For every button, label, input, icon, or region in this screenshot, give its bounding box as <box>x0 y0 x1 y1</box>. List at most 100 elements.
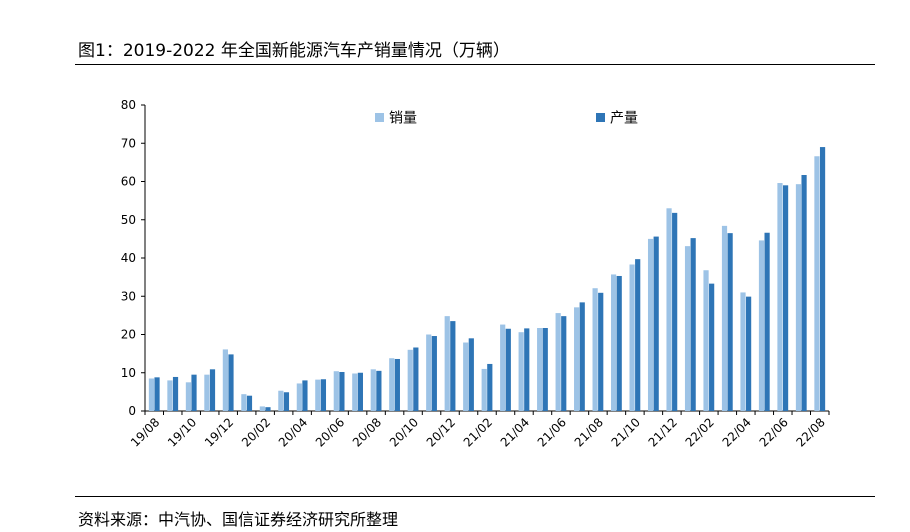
bar-production-20-03 <box>283 392 290 411</box>
bar-production-22-01 <box>690 238 696 411</box>
bar-sales-22-08 <box>814 156 820 411</box>
bar-sales-20-12 <box>444 316 450 411</box>
x-tick-label: 19/10 <box>165 415 199 449</box>
bar-production-21-01 <box>468 338 474 411</box>
bar-production-21-07 <box>579 302 585 411</box>
bar-sales-19-08 <box>148 378 155 411</box>
x-tick-label: 20/12 <box>424 415 458 449</box>
bar-production-22-03 <box>727 233 733 411</box>
bar-sales-21-06 <box>555 313 561 411</box>
bar-sales-21-02 <box>481 368 487 411</box>
bar-sales-21-12 <box>666 208 672 411</box>
x-tick-label: 22/02 <box>683 415 717 449</box>
bar-production-20-07 <box>357 372 363 411</box>
bar-production-21-05 <box>542 328 548 411</box>
x-tick-label: 20/04 <box>276 415 310 449</box>
bar-sales-22-02 <box>703 270 709 411</box>
bar-production-21-11 <box>653 236 659 411</box>
bar-sales-20-02 <box>259 406 265 411</box>
bar-production-20-08 <box>376 370 382 411</box>
bar-production-22-07 <box>801 175 807 411</box>
bar-production-21-10 <box>635 259 641 411</box>
bar-sales-20-08 <box>370 369 376 411</box>
bar-sales-20-04 <box>296 383 302 411</box>
bar-sales-21-11 <box>647 238 654 412</box>
legend-label-production: 产量 <box>610 111 638 127</box>
legend-swatch-production <box>596 113 605 122</box>
x-tick-label: 22/08 <box>794 415 828 449</box>
bar-production-20-05 <box>320 379 327 411</box>
x-tick-label: 21/06 <box>535 415 569 449</box>
x-tick-label: 21/08 <box>572 415 606 449</box>
bar-production-22-08 <box>819 147 826 411</box>
bar-production-20-04 <box>302 380 308 411</box>
x-tick-label: 21/04 <box>498 415 532 449</box>
bar-production-20-09 <box>394 358 400 411</box>
x-tick-label: 19/12 <box>202 415 236 449</box>
x-tick-label: 21/12 <box>646 415 680 449</box>
bar-production-20-06 <box>339 371 345 411</box>
figure-title: 图1：2019-2022 年全国新能源汽车产销量情况（万辆） <box>78 41 510 61</box>
bar-sales-21-07 <box>574 307 580 411</box>
y-tick-label: 20 <box>121 328 136 342</box>
bar-sales-21-08 <box>592 288 598 411</box>
bar-sales-20-03 <box>278 390 284 411</box>
bar-production-21-02 <box>487 363 493 411</box>
x-tick-label: 22/06 <box>757 415 791 449</box>
bar-sales-20-06 <box>333 371 339 411</box>
x-tick-label: 22/04 <box>720 415 754 449</box>
bar-production-21-12 <box>672 212 678 411</box>
bar-sales-20-09 <box>389 358 395 411</box>
bar-sales-21-03 <box>500 324 506 411</box>
legend-swatch-sales <box>375 113 384 122</box>
bar-production-20-12 <box>450 321 456 411</box>
y-tick-label: 30 <box>121 289 136 303</box>
bar-sales-20-10 <box>407 349 413 411</box>
bar-sales-20-01 <box>241 394 247 411</box>
bar-sales-20-07 <box>352 373 358 411</box>
bar-production-22-02 <box>709 283 715 411</box>
bar-production-21-06 <box>561 316 567 411</box>
y-tick-label: 80 <box>121 98 136 112</box>
bar-sales-19-11 <box>204 374 210 411</box>
bar-production-22-04 <box>746 296 752 411</box>
bar-production-20-01 <box>246 395 253 411</box>
bar-sales-22-04 <box>740 292 746 411</box>
bar-production-19-09 <box>172 376 179 411</box>
title-divider <box>75 64 875 65</box>
bar-production-22-06 <box>782 185 789 411</box>
bar-sales-22-06 <box>777 183 783 411</box>
bar-sales-19-09 <box>167 380 173 411</box>
bar-production-20-10 <box>413 347 419 411</box>
bar-sales-21-05 <box>537 328 543 411</box>
bar-sales-21-10 <box>629 264 635 411</box>
bar-production-19-08 <box>154 377 160 411</box>
bar-sales-22-01 <box>684 246 691 411</box>
chart-legend: 销量 产量 <box>375 111 638 127</box>
bar-production-20-02 <box>265 407 271 411</box>
y-tick-label: 50 <box>121 213 136 227</box>
chart-bars <box>148 147 826 412</box>
bar-sales-22-03 <box>721 225 728 411</box>
bar-sales-20-05 <box>315 379 321 411</box>
x-tick-label: 21/02 <box>461 415 495 449</box>
y-tick-label: 70 <box>121 136 136 150</box>
bar-sales-21-01 <box>463 342 469 411</box>
bar-production-21-08 <box>598 292 604 411</box>
x-tick-label: 21/10 <box>609 415 643 449</box>
bar-production-22-05 <box>764 232 770 411</box>
y-tick-label: 0 <box>128 404 136 418</box>
x-tick-label: 19/08 <box>128 415 162 449</box>
bar-sales-19-10 <box>185 382 192 411</box>
x-tick-label: 20/06 <box>313 415 347 449</box>
bar-sales-22-05 <box>758 240 765 411</box>
bar-production-19-12 <box>228 354 234 411</box>
bar-sales-20-11 <box>426 334 432 411</box>
bar-production-20-11 <box>431 336 437 411</box>
bar-production-21-04 <box>524 328 530 411</box>
bar-production-21-09 <box>616 275 622 411</box>
bar-production-19-11 <box>209 369 216 411</box>
bar-sales-21-04 <box>518 332 524 411</box>
y-tick-label: 60 <box>121 175 136 189</box>
